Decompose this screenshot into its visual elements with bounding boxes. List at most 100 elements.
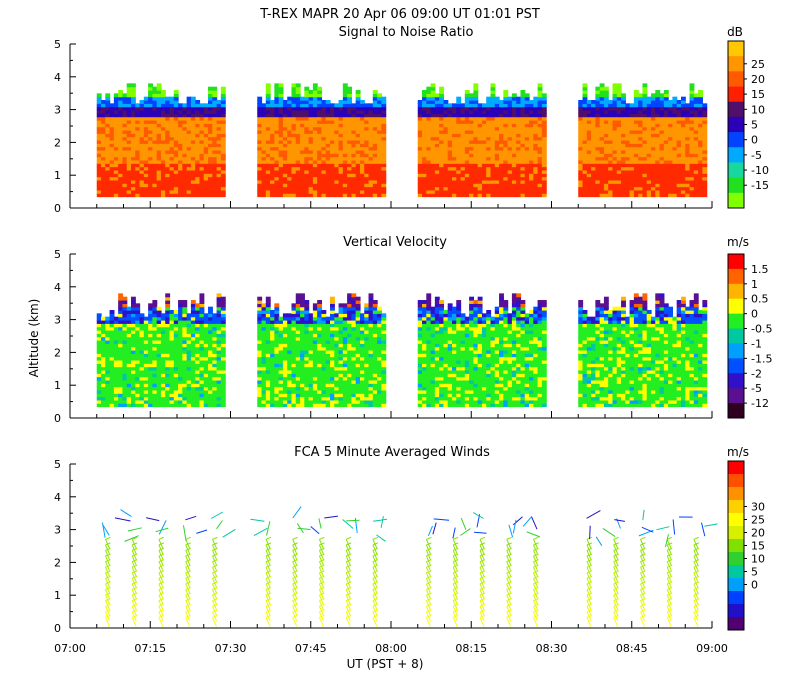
snr-cell: [160, 189, 166, 194]
vvel-cell: [169, 319, 175, 324]
snr-cell: [308, 193, 314, 198]
snr-cell: [651, 123, 656, 128]
vvel-cell: [282, 373, 288, 378]
snr-cell: [355, 123, 361, 128]
snr-cell: [208, 189, 213, 194]
snr-cell: [702, 156, 708, 161]
snr-cell: [672, 189, 678, 194]
snr-cell: [663, 183, 669, 188]
snr-cell: [321, 153, 327, 158]
snr-cell: [499, 193, 504, 198]
snr-cell: [372, 173, 378, 178]
snr-cell: [317, 103, 323, 108]
snr-cell: [347, 143, 353, 148]
vvel-cell: [265, 323, 271, 328]
snr-cell: [355, 133, 361, 138]
snr-cell: [426, 96, 432, 101]
vvel-cell: [96, 353, 102, 358]
snr-cell: [680, 143, 686, 148]
snr-cell: [625, 133, 631, 138]
vvel-cell: [105, 323, 111, 328]
snr-cell: [212, 156, 218, 161]
snr-cell: [359, 100, 365, 104]
vvel-cell: [152, 339, 158, 344]
snr-cell: [338, 189, 344, 194]
panel3-cbar-unit: m/s: [727, 445, 749, 459]
vvel-cell: [257, 369, 263, 374]
snr-cell: [220, 133, 226, 138]
snr-cell: [334, 153, 340, 158]
snr-cell: [473, 146, 479, 151]
vvel-cell: [257, 393, 263, 398]
vvel-cell: [182, 339, 188, 344]
snr-cell: [216, 173, 222, 178]
snr-cell: [109, 116, 115, 121]
snr-cell: [582, 156, 588, 161]
snr-cell: [464, 133, 470, 138]
vvel-cell: [220, 336, 226, 341]
vvel-cell: [212, 333, 218, 338]
snr-cell: [148, 106, 153, 111]
snr-cell: [368, 119, 374, 124]
snr-cell: [261, 119, 267, 124]
snr-cell: [160, 100, 166, 104]
vvel-cell: [101, 376, 106, 381]
snr-cell: [578, 149, 584, 154]
snr-cell: [486, 100, 492, 104]
snr-cell: [621, 179, 626, 184]
snr-cell: [165, 166, 171, 171]
vvel-cell: [220, 403, 226, 408]
snr-cell: [321, 139, 327, 144]
vvel-cell: [139, 323, 145, 328]
snr-cell: [173, 126, 179, 131]
snr-cell: [629, 103, 635, 108]
snr-cell: [355, 93, 361, 98]
snr-cell: [621, 100, 626, 104]
snr-cell: [651, 193, 656, 198]
snr-cell: [208, 103, 213, 108]
snr-cell: [642, 183, 648, 188]
snr-cell: [689, 133, 695, 138]
snr-cell: [586, 109, 592, 114]
vvel-cell: [122, 346, 128, 351]
snr-cell: [300, 173, 305, 178]
snr-cell: [178, 123, 183, 128]
snr-cell: [595, 129, 601, 134]
snr-cell: [321, 163, 327, 168]
snr-cell: [659, 106, 665, 111]
snr-cell: [334, 169, 340, 174]
vvel-cell: [178, 396, 183, 401]
vvel-cell: [109, 396, 115, 401]
snr-cell: [490, 169, 496, 174]
vvel-cell: [105, 379, 111, 384]
snr-cell: [135, 129, 141, 134]
snr-cell: [304, 106, 310, 111]
snr-cell: [278, 183, 284, 188]
snr-cell: [169, 159, 175, 164]
snr-cell: [355, 159, 361, 164]
vvel-cell: [160, 336, 166, 341]
snr-cell: [126, 169, 132, 174]
snr-cell: [629, 153, 635, 158]
vvel-cell: [160, 396, 166, 401]
vvel-cell: [282, 383, 288, 388]
vvel-cell: [156, 319, 162, 324]
snr-cell: [126, 109, 132, 114]
snr-cell: [689, 186, 695, 191]
snr-cell: [417, 186, 423, 191]
snr-cell: [499, 109, 504, 114]
snr-cell: [135, 153, 141, 158]
snr-cell: [118, 163, 124, 168]
snr-cell: [520, 183, 526, 188]
vvel-cell: [212, 349, 218, 354]
snr-cell: [646, 103, 652, 108]
snr-cell: [524, 139, 530, 144]
vvel-cell: [169, 323, 175, 328]
vvel-cell: [109, 323, 115, 328]
snr-cell: [507, 193, 513, 198]
snr-cell: [113, 123, 119, 128]
snr-cell: [160, 153, 166, 158]
snr-cell: [473, 129, 479, 134]
snr-cell: [156, 183, 162, 188]
snr-cell: [595, 90, 601, 94]
